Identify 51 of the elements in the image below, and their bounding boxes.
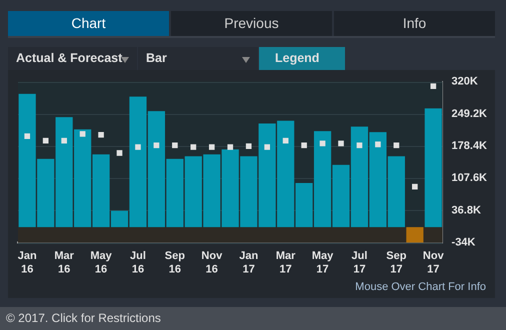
x-tick-label: Mar 17 [276,250,296,276]
text: Previous [171,11,332,36]
x-tick-label: Nov 17 [422,250,445,276]
x-tick-label: May 17 [312,250,334,276]
point [430,83,436,89]
point [116,150,122,156]
x-tick-label: Jul 16 [130,250,146,276]
text: Legend [259,47,345,70]
text: Info [334,11,495,36]
text: Chart [8,11,169,36]
point [42,138,49,144]
point [24,133,30,140]
point [375,142,381,148]
y-tick-label: 107.6K [452,172,488,184]
text: © 2017. Click for Restrictions [6,311,161,325]
point [190,144,196,150]
text: Mouse Over Chart For Info [355,281,486,293]
point [338,140,344,146]
y-tick-label: -34K [452,236,476,249]
x-tick-label: Jul 17 [352,250,368,276]
point [282,138,288,144]
y-tick-label: 320K [452,76,478,88]
point [98,132,104,138]
point [394,142,400,148]
y-tick-label: 249.2K [452,108,488,120]
bar [406,227,424,243]
x-tick-label: May 16 [90,250,113,276]
x-tick-label: Sep 16 [164,250,186,276]
point [172,142,178,148]
bar [424,108,442,228]
x-tick-label: Jan 17 [239,250,258,276]
text: Bar [138,47,258,70]
point [412,184,418,190]
point [154,142,160,148]
point [246,143,252,150]
point [80,131,86,137]
point [301,142,307,148]
y-tick-label: 36.8K [452,204,481,216]
x-tick-label: Nov 16 [201,250,224,276]
point [320,140,326,146]
text: Actual & Forecast [8,47,137,70]
point [208,144,215,150]
x-tick-label: Jan 16 [18,250,37,276]
point [356,142,362,148]
point [227,144,234,150]
x-tick-label: Mar 16 [54,250,75,276]
point [61,138,67,144]
x-tick-label: Sep 17 [386,250,407,276]
point [264,144,270,150]
point [135,144,141,150]
y-tick-label: 178.4K [452,140,488,152]
